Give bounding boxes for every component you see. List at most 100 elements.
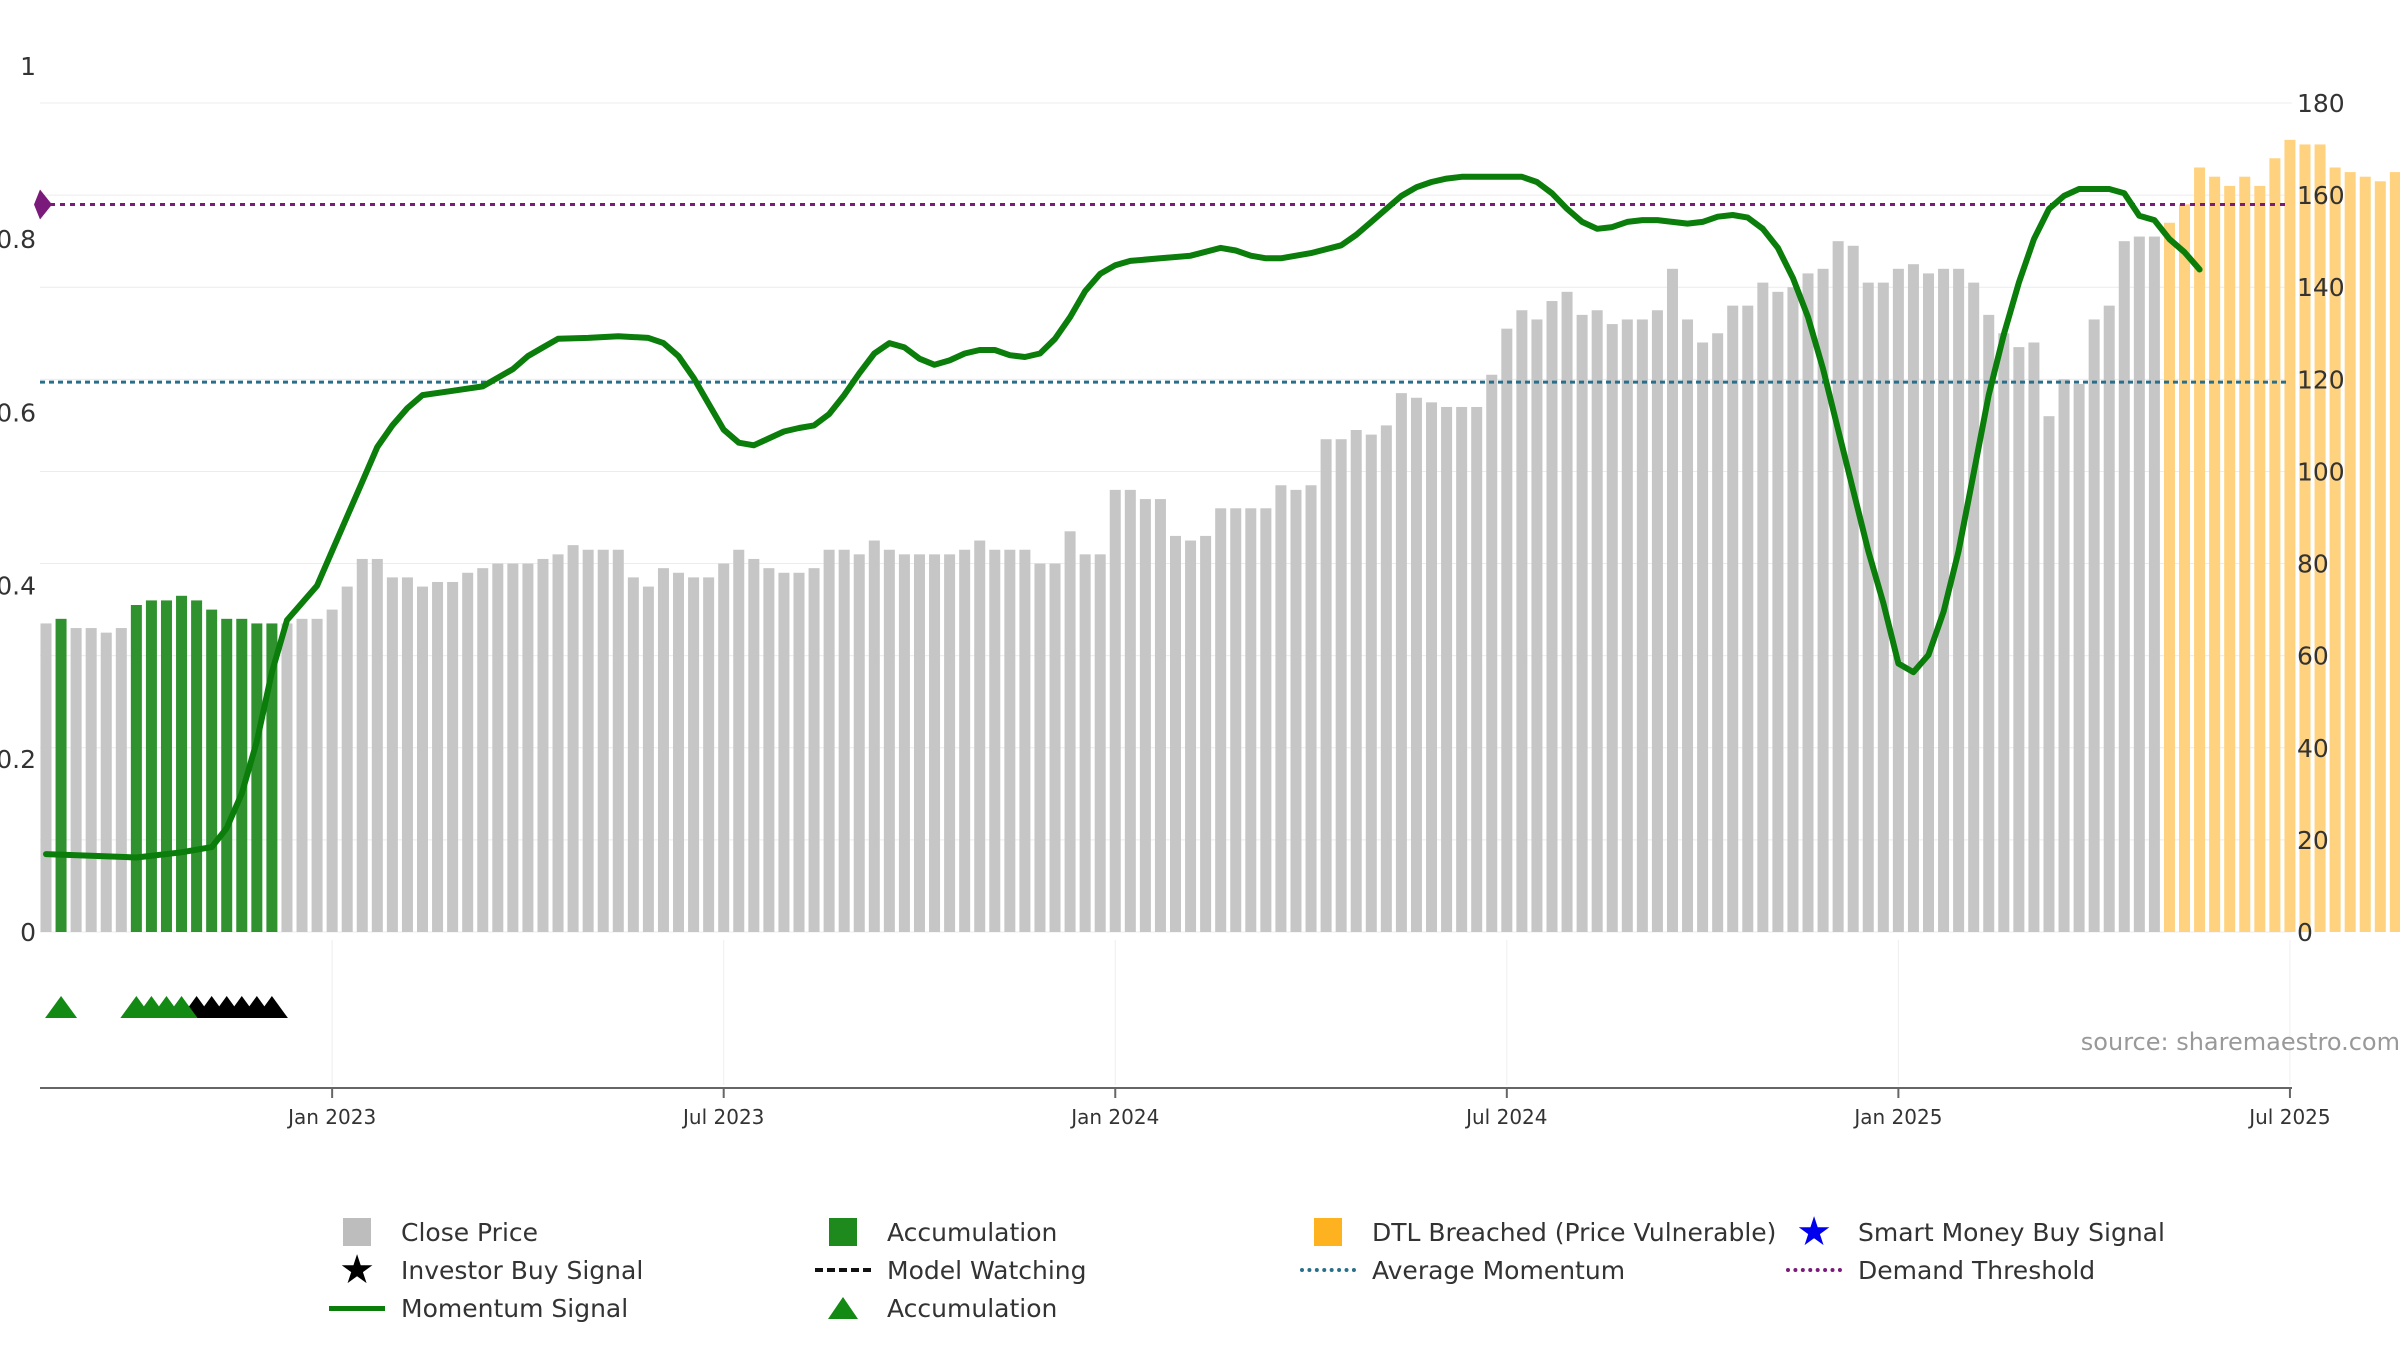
x-axis-tick-label: Jan 2023: [286, 1105, 376, 1129]
price-bar: [2073, 383, 2085, 932]
right-axis-tick-label: 100: [2297, 457, 2345, 486]
price-bar: [115, 628, 127, 932]
price-bar: [1456, 406, 1468, 932]
price-bar: [537, 558, 549, 932]
price-bar: [1516, 310, 1528, 932]
price-bar: [898, 554, 910, 932]
left-axis-tick-label: 0.2: [0, 745, 36, 774]
price-bar: [2359, 176, 2371, 932]
price-bar: [522, 563, 534, 932]
price-bar: [1892, 268, 1904, 932]
price-bar: [1727, 305, 1739, 933]
price-bar: [2103, 305, 2115, 933]
x-axis-tick-label: Jan 2024: [1069, 1105, 1159, 1129]
price-bar: [959, 549, 971, 932]
price-bar: [432, 581, 444, 932]
price-bar: [191, 600, 203, 932]
legend: Close Price ★ Investor Buy Signal Moment…: [0, 1212, 2400, 1335]
price-bar: [1290, 489, 1302, 932]
price-bar: [2299, 144, 2311, 932]
price-bar: [130, 605, 142, 932]
x-axis-tick-label: Jul 2023: [681, 1105, 764, 1129]
price-bar: [838, 549, 850, 932]
price-bar: [1621, 319, 1633, 932]
price-bar: [1154, 499, 1166, 932]
price-bar: [1968, 282, 1980, 932]
line-icon: [329, 1305, 385, 1311]
sharemaestro-chart: 00.20.40.60.81 020406080100120140160180 …: [0, 52, 2400, 1129]
dotted-line-icon: [1300, 1268, 1356, 1272]
legend-average-momentum: Average Momentum: [1298, 1253, 1625, 1287]
price-bar: [1757, 282, 1769, 932]
right-axis-tick-label: 180: [2297, 89, 2345, 118]
dotted-line-icon: [1786, 1268, 1842, 1272]
left-axis: 0 0.2 0.4 0.6 0.8 1: [0, 52, 36, 947]
price-bar: [989, 549, 1001, 932]
right-axis-tick-label: 0: [2297, 918, 2313, 947]
price-bar: [1712, 333, 1724, 932]
price-bar: [447, 581, 459, 932]
accumulation-marker: [45, 996, 78, 1018]
price-bar: [266, 623, 278, 932]
price-bar: [1275, 485, 1287, 932]
price-bar: [1591, 310, 1603, 932]
price-bar: [1395, 393, 1407, 932]
momentum-line-group: [43, 173, 2203, 861]
price-bar: [1019, 549, 1031, 932]
price-bar: [251, 623, 263, 932]
legend-label: Demand Threshold: [1858, 1255, 2096, 1285]
right-axis: 0 20 40 60 80 100 120 140 160 180: [2297, 89, 2345, 947]
price-bar: [326, 609, 338, 932]
right-axis-tick-label: 80: [2297, 550, 2329, 579]
price-bar: [2239, 176, 2251, 932]
price-bar: [2284, 139, 2296, 932]
price-bar: [160, 600, 172, 932]
price-bar: [2254, 185, 2266, 932]
price-bar: [1034, 563, 1046, 932]
price-bar: [1471, 406, 1483, 932]
legend-label: Model Watching: [887, 1255, 1087, 1285]
legend-label: Investor Buy Signal: [401, 1255, 644, 1285]
legend-square-icon: [343, 1218, 371, 1246]
price-bar: [1832, 241, 1844, 932]
price-bar: [733, 549, 745, 932]
price-bar: [913, 554, 925, 932]
investor-buy-marker: [255, 996, 288, 1018]
price-bar: [1441, 406, 1453, 932]
price-bar: [492, 563, 504, 932]
price-bar: [567, 545, 579, 932]
price-bar: [2329, 167, 2341, 932]
price-bar: [2148, 236, 2160, 933]
price-bar: [778, 572, 790, 932]
right-axis-tick-label: 140: [2297, 273, 2345, 302]
price-bar: [642, 586, 654, 932]
price-bar: [371, 558, 383, 932]
legend-accumulation-marker: Accumulation: [813, 1291, 1057, 1325]
price-bar: [1064, 531, 1076, 932]
legend-model-watching: Model Watching: [813, 1253, 1087, 1287]
price-bar: [763, 568, 775, 932]
price-bar: [673, 572, 685, 932]
price-bar: [1486, 374, 1498, 932]
price-bar: [2028, 342, 2040, 932]
legend-label: Smart Money Buy Signal: [1858, 1217, 2165, 1247]
price-bar: [748, 558, 760, 932]
left-axis-tick-label: 1: [20, 52, 36, 81]
price-bar: [1410, 397, 1422, 932]
legend-momentum-signal: Momentum Signal: [327, 1291, 628, 1325]
price-bar: [206, 609, 218, 932]
price-bar: [176, 595, 188, 932]
price-bar: [1215, 508, 1227, 932]
price-bar: [1742, 305, 1754, 933]
right-axis-tick-label: 160: [2297, 181, 2345, 210]
price-bar: [1365, 434, 1377, 932]
accumulation-marker: [165, 996, 198, 1018]
price-bar: [823, 549, 835, 932]
price-bar: [2314, 144, 2326, 932]
price-bar: [2043, 416, 2055, 933]
price-bar: [2389, 172, 2400, 933]
price-bar: [1185, 540, 1197, 932]
price-bar: [341, 586, 353, 932]
source-label: source: sharemaestro.com: [2081, 1028, 2400, 1056]
price-bar: [688, 577, 700, 932]
